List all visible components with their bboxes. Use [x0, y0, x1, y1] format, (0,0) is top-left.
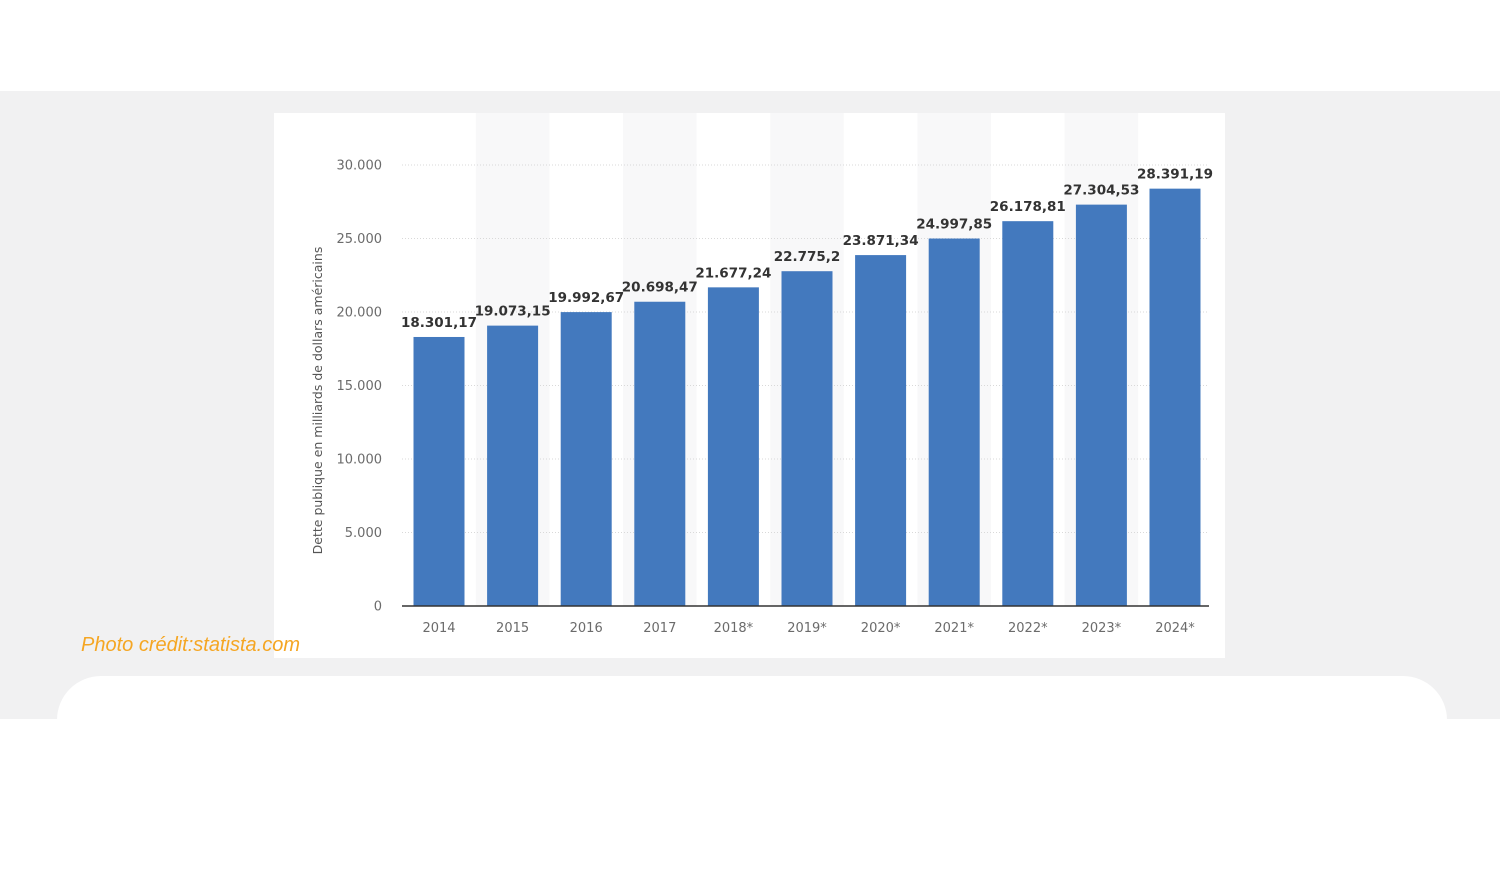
data-label: 22.775,2	[774, 249, 841, 265]
data-label: 19.073,15	[475, 304, 551, 320]
bar	[1075, 204, 1127, 606]
x-tick-label: 2014	[422, 621, 455, 636]
data-label: 27.304,53	[1063, 183, 1139, 199]
x-tick-label: 2022*	[1008, 621, 1048, 636]
content-card	[57, 676, 1447, 876]
bar	[413, 336, 465, 606]
x-tick-label: 2021*	[934, 621, 974, 636]
y-axis-label: Dette publique en milliards de dollars a…	[310, 247, 325, 555]
bar	[781, 271, 833, 606]
data-label: 24.997,85	[916, 217, 992, 233]
data-label: 18.301,17	[401, 315, 477, 331]
x-tick-label: 2015	[496, 621, 529, 636]
y-tick-label: 5.000	[345, 526, 382, 541]
photo-credit: Photo crédit:statista.com	[81, 634, 300, 656]
data-label: 21.677,24	[695, 265, 771, 281]
x-tick-label: 2023*	[1082, 621, 1122, 636]
data-label: 26.178,81	[990, 199, 1066, 215]
x-tick-label: 2019*	[787, 621, 827, 636]
data-label: 19.992,67	[548, 290, 624, 306]
x-tick-label: 2017	[643, 621, 676, 636]
x-tick-label: 2016	[570, 621, 603, 636]
bar	[928, 238, 980, 606]
y-tick-label: 0	[374, 600, 382, 615]
bar	[634, 301, 686, 606]
bar	[487, 325, 539, 606]
bar	[560, 312, 612, 606]
y-tick-label: 10.000	[337, 453, 383, 468]
bar	[855, 255, 907, 606]
y-tick-label: 20.000	[337, 306, 383, 321]
bar	[707, 287, 759, 606]
data-label: 23.871,34	[843, 233, 919, 249]
y-tick-label: 25.000	[337, 232, 383, 247]
chart-panel: 0 5.000 10.000 15.000 20.000 25.000 30.000 18.3…	[274, 113, 1225, 658]
x-tick-label: 2018*	[714, 621, 754, 636]
y-tick-label: 15.000	[337, 379, 383, 394]
y-tick-label: 30.000	[337, 159, 383, 174]
data-label: 28.391,19	[1137, 167, 1213, 183]
x-tick-label: 2024*	[1155, 621, 1195, 636]
data-label: 20.698,47	[622, 280, 698, 296]
bar	[1149, 188, 1201, 606]
x-tick-label: 2020*	[861, 621, 901, 636]
bar-chart: 0 5.000 10.000 15.000 20.000 25.000 30.000 18.3…	[310, 113, 1213, 636]
bar	[1002, 221, 1054, 606]
